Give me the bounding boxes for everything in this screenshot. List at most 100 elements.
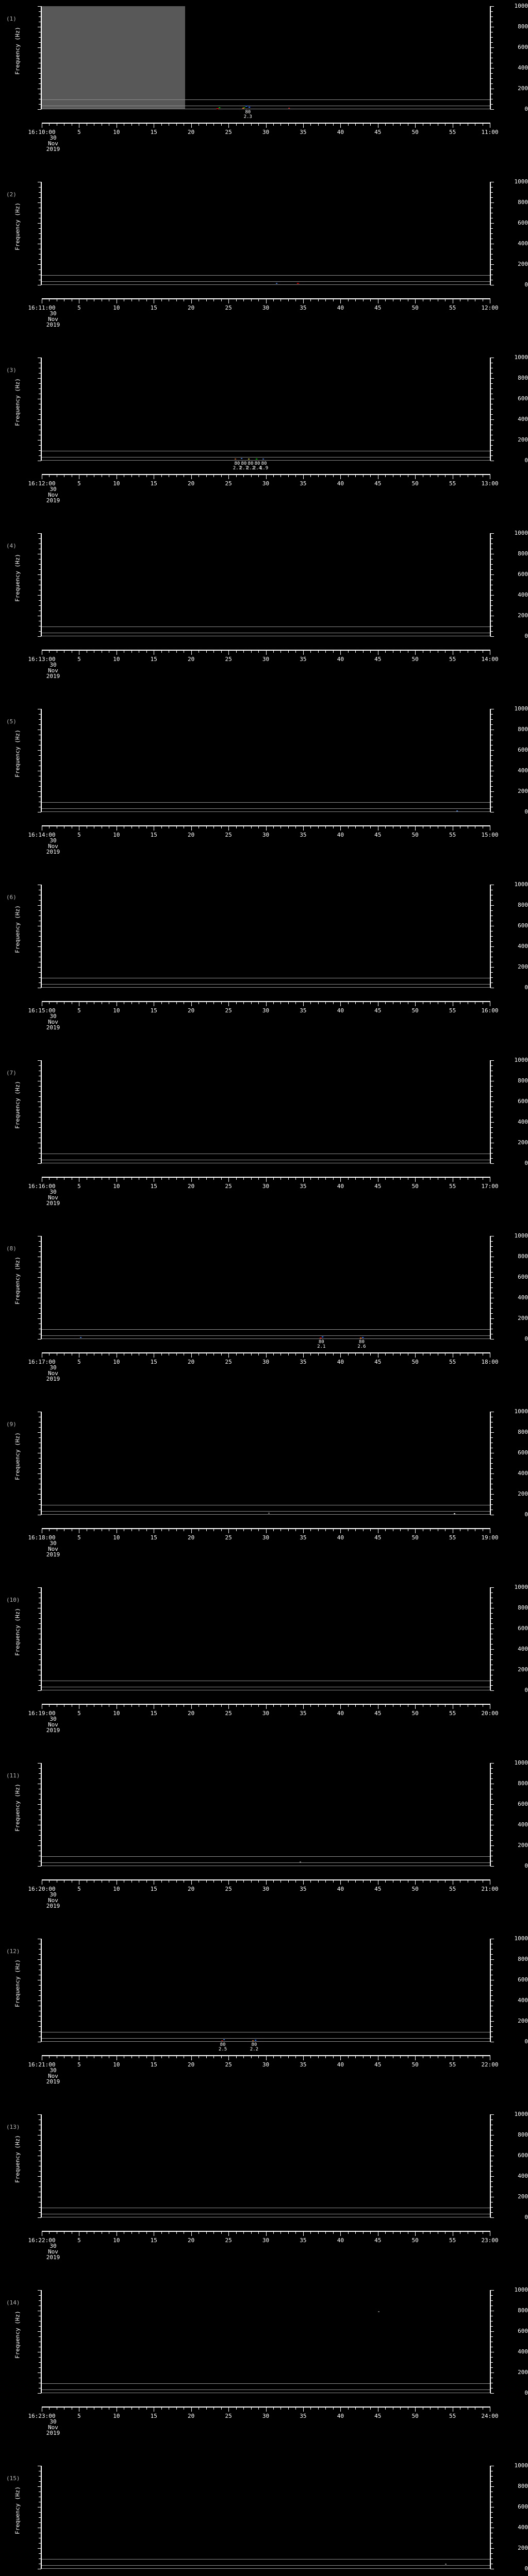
y-axis-tick-label: 600 (518, 1625, 528, 1632)
x-axis-tick (273, 2231, 274, 2234)
y-axis-tick-label: 600 (518, 1976, 528, 1983)
x-axis-date-label: 30 Nov 2019 (30, 1540, 76, 1557)
x-axis-tick-label: 5 (77, 2061, 81, 2068)
x-axis-tick (355, 123, 356, 126)
x-axis-tick (49, 2231, 50, 2234)
y-axis-tick-right (490, 2114, 494, 2115)
y-axis-tick-label: 200 (518, 2193, 528, 2200)
y-axis-tick (39, 1132, 41, 1133)
x-axis-tick (415, 474, 416, 479)
frequency-reference-line (42, 2568, 490, 2569)
x-axis-tick-label: 20 (188, 656, 195, 663)
x-axis-tick (161, 474, 162, 477)
x-axis-tick (355, 825, 356, 828)
plot-area (42, 885, 490, 988)
x-axis-tick (362, 1879, 364, 1883)
x-axis-tick (325, 650, 326, 653)
x-axis-tick-label: 5 (77, 304, 81, 311)
x-axis-tick-label: 35 (300, 832, 307, 838)
y-axis-tick-right (490, 259, 493, 260)
x-axis-tick (355, 1879, 356, 1883)
y-axis-tick-label: 200 (518, 85, 528, 92)
y-axis-tick-right (490, 1494, 494, 1495)
frequency-reference-line (42, 99, 490, 100)
x-axis-tick (251, 2406, 252, 2410)
y-axis-tick-right (490, 1086, 493, 1087)
y-axis-tick (39, 445, 41, 446)
x-axis-tick (191, 1352, 192, 1358)
y-axis-tick (38, 1804, 41, 1805)
x-axis-tick (221, 650, 222, 653)
y-axis-tick-label: 600 (518, 922, 528, 929)
x-axis-tick (415, 2231, 416, 2236)
x-axis-tick (288, 650, 289, 653)
x-axis-tick-label: 20 (188, 832, 195, 838)
y-axis-tick (38, 967, 41, 968)
x-axis-tick (333, 1177, 334, 1180)
y-axis-tick-right (490, 2517, 493, 2518)
x-axis-tick (191, 123, 192, 128)
y-axis-tick-right (490, 1964, 493, 1965)
y-axis-tick (39, 1096, 41, 1097)
y-axis-tick-right (490, 373, 493, 374)
y-axis-tick-label: 1000 (514, 705, 528, 712)
y-axis-tick-right (490, 1644, 493, 1645)
y-axis-title: Frequency (Hz) (14, 905, 21, 953)
x-axis-tick (362, 650, 364, 653)
x-axis-tick (325, 1528, 326, 1531)
y-axis-title: Frequency (Hz) (14, 2486, 21, 2534)
x-axis-tick (251, 2055, 252, 2058)
x-axis-tick-label: 30 (262, 1359, 270, 1365)
x-axis-tick (348, 474, 349, 477)
x-axis-tick (280, 1352, 282, 1355)
y-axis-tick-right (490, 1618, 493, 1619)
x-axis-end-time-label: 18:00 (481, 1359, 499, 1365)
x-axis-tick (318, 2231, 319, 2234)
x-axis-tick-label: 30 (262, 2061, 270, 2068)
x-axis-tick (415, 650, 416, 655)
x-axis-tick-label: 35 (300, 304, 307, 311)
y-axis-tick-label: 800 (518, 1780, 528, 1787)
x-axis-tick (445, 1879, 446, 1883)
x-axis-tick (131, 1879, 132, 1883)
x-axis-tick (362, 2231, 364, 2234)
x-axis-tick (340, 2231, 341, 2236)
y-axis-tick-right (490, 533, 494, 534)
x-axis-date-label: 30 Nov 2019 (30, 662, 76, 679)
x-axis-tick-label: 5 (77, 129, 81, 135)
x-axis-tick (288, 1352, 289, 1355)
x-axis-tick (370, 1001, 371, 1004)
x-axis-tick-label: 45 (374, 1886, 382, 1892)
x-axis-tick (288, 825, 289, 828)
detection-marker (252, 2040, 254, 2041)
x-axis-tick (251, 123, 252, 126)
y-axis-tick (39, 1468, 41, 1469)
x-axis-tick (206, 825, 207, 828)
x-axis-tick (176, 650, 177, 653)
y-axis-tick-right (490, 1091, 493, 1092)
y-axis-tick-right (490, 1866, 494, 1867)
x-axis-tick (228, 474, 229, 479)
x-axis-end-time-label: 15:00 (481, 832, 499, 838)
x-axis-tick (362, 2406, 364, 2410)
x-axis-tick-label: 40 (337, 2237, 344, 2244)
spectrogram-panel: (11) Frequency (Hz) 0 200 400 600 800 1000 16:20… (0, 1757, 528, 1933)
x-axis-tick (228, 298, 229, 303)
x-axis (42, 825, 490, 831)
date-line: 2019 (46, 2254, 60, 2261)
x-axis-tick (348, 1177, 349, 1180)
date-line: 2019 (46, 497, 60, 504)
annotation-value-primary: 80 (254, 461, 260, 466)
y-axis-tick (38, 1494, 41, 1495)
x-axis-tick (415, 123, 416, 128)
x-axis-tick (303, 298, 304, 303)
x-axis-tick-label: 5 (77, 1007, 81, 1014)
x-axis-tick (288, 298, 289, 301)
x-axis-tick-label: 5 (77, 2413, 81, 2419)
x-axis-tick (400, 825, 401, 828)
x-axis-tick (400, 1528, 401, 1531)
x-axis-start-time-label: 16:10:00 (28, 129, 56, 135)
y-axis-tick (39, 2553, 41, 2554)
x-axis-tick (318, 1001, 319, 1004)
x-axis-tick-label: 55 (449, 832, 456, 838)
